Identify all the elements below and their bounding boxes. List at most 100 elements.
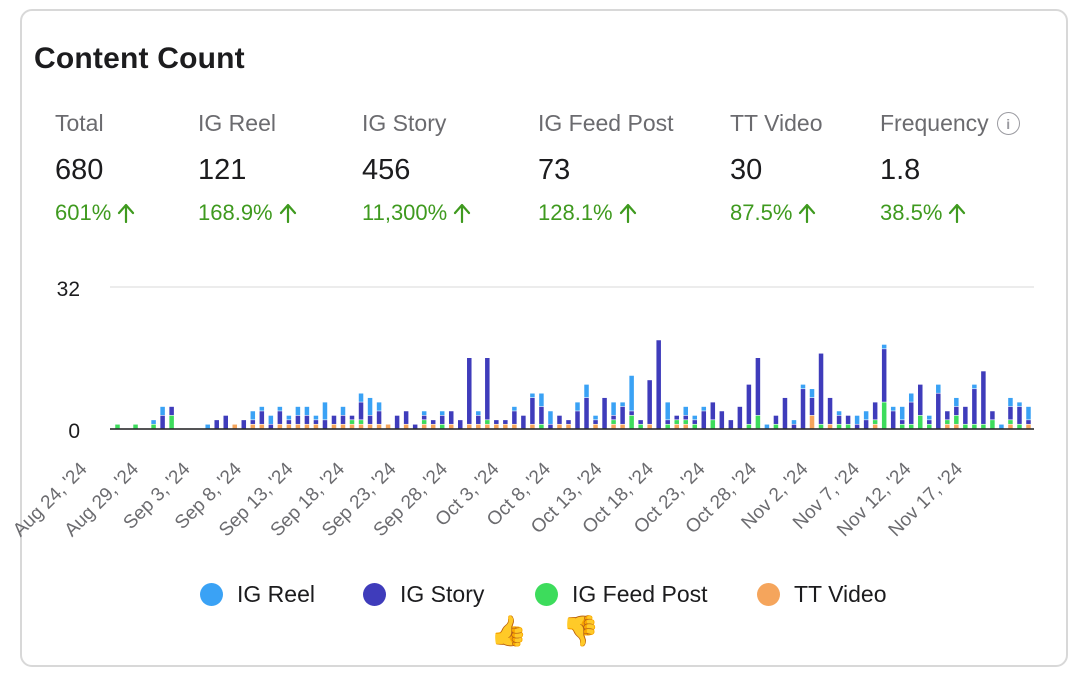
bar-segment-ig-story[interactable]: [791, 424, 797, 429]
bar-segment-ig-story[interactable]: [539, 406, 544, 424]
bar-segment-ig-story[interactable]: [836, 415, 842, 424]
bar-segment-ig-reel[interactable]: [701, 406, 707, 411]
bar-segment-tt-video[interactable]: [809, 415, 815, 429]
bar-segment-ig-feed-post[interactable]: [539, 424, 544, 429]
bar-segment-ig-story[interactable]: [448, 411, 454, 424]
bar-segment-ig-story[interactable]: [710, 402, 716, 420]
bar-segment-ig-reel[interactable]: [954, 397, 959, 407]
bar-segment-ig-feed-post[interactable]: [881, 402, 887, 429]
bar-segment-ig-story[interactable]: [467, 358, 472, 424]
bar-segment-ig-story[interactable]: [277, 411, 283, 424]
bar-segment-ig-story[interactable]: [611, 415, 616, 420]
bar-segment-ig-reel[interactable]: [620, 402, 625, 407]
bar-segment-ig-feed-post[interactable]: [629, 415, 634, 429]
bar-segment-ig-feed-post[interactable]: [710, 420, 716, 429]
bar-segment-ig-feed-post[interactable]: [963, 424, 968, 429]
bar-segment-ig-story[interactable]: [476, 415, 481, 424]
bar-segment-tt-video[interactable]: [376, 424, 382, 429]
legend-item-tt-video[interactable]: TT Video: [757, 581, 886, 608]
bar-segment-ig-story[interactable]: [620, 406, 625, 424]
bar-segment-ig-story[interactable]: [566, 420, 571, 424]
bar-segment-ig-reel[interactable]: [277, 406, 283, 411]
bar-segment-ig-feed-post[interactable]: [485, 420, 490, 424]
bar-segment-ig-feed-post[interactable]: [421, 420, 427, 424]
bar-segment-tt-video[interactable]: [277, 424, 283, 429]
bar-segment-tt-video[interactable]: [945, 424, 950, 429]
bar-segment-ig-reel[interactable]: [629, 375, 634, 411]
legend-item-ig-reel[interactable]: IG Reel: [200, 581, 315, 608]
bar-segment-ig-story[interactable]: [286, 420, 292, 424]
bar-segment-ig-story[interactable]: [647, 380, 652, 424]
bar-segment-tt-video[interactable]: [566, 424, 571, 429]
bar-segment-tt-video[interactable]: [250, 424, 256, 429]
bar-segment-ig-reel[interactable]: [692, 415, 698, 420]
bar-segment-tt-video[interactable]: [476, 424, 481, 429]
bar-segment-ig-feed-post[interactable]: [151, 424, 156, 429]
bar-segment-ig-story[interactable]: [169, 406, 174, 416]
bar-segment-tt-video[interactable]: [530, 424, 535, 429]
bar-segment-ig-story[interactable]: [394, 415, 400, 429]
bar-segment-tt-video[interactable]: [485, 424, 490, 429]
bar-segment-ig-reel[interactable]: [791, 420, 797, 424]
bar-segment-ig-story[interactable]: [584, 397, 589, 429]
bar-segment-ig-reel[interactable]: [936, 384, 941, 393]
bar-segment-ig-reel[interactable]: [999, 424, 1004, 429]
bar-segment-ig-feed-post[interactable]: [674, 420, 679, 424]
bar-segment-ig-reel[interactable]: [972, 384, 977, 389]
bar-segment-tt-video[interactable]: [1008, 424, 1013, 429]
bar-segment-ig-reel[interactable]: [151, 420, 156, 424]
bar-segment-tt-video[interactable]: [494, 424, 499, 429]
bar-segment-ig-story[interactable]: [845, 415, 851, 424]
bar-segment-ig-reel[interactable]: [439, 411, 445, 416]
bar-segment-ig-feed-post[interactable]: [918, 415, 923, 429]
bar-segment-ig-feed-post[interactable]: [990, 420, 995, 429]
bar-segment-ig-story[interactable]: [160, 415, 165, 429]
bar-segment-tt-video[interactable]: [430, 424, 436, 429]
bar-segment-ig-reel[interactable]: [295, 406, 301, 416]
bar-segment-ig-story[interactable]: [412, 424, 418, 429]
bar-segment-ig-reel[interactable]: [1008, 397, 1013, 407]
bar-segment-ig-feed-post[interactable]: [358, 420, 364, 424]
bar-segment-ig-feed-post[interactable]: [845, 424, 851, 429]
bar-segment-ig-feed-post[interactable]: [1008, 420, 1013, 424]
bar-segment-ig-story[interactable]: [809, 397, 815, 416]
bar-segment-ig-story[interactable]: [945, 411, 950, 420]
bar-segment-ig-story[interactable]: [250, 420, 256, 424]
bar-segment-ig-story[interactable]: [800, 389, 806, 429]
bar-segment-ig-reel[interactable]: [304, 406, 310, 416]
bar-segment-ig-feed-post[interactable]: [945, 420, 950, 424]
bar-segment-ig-reel[interactable]: [313, 415, 319, 420]
bar-segment-tt-video[interactable]: [385, 424, 391, 429]
bar-segment-ig-story[interactable]: [701, 411, 707, 429]
bar-segment-ig-reel[interactable]: [927, 415, 932, 420]
bar-segment-ig-story[interactable]: [512, 411, 517, 424]
bar-segment-ig-reel[interactable]: [854, 415, 860, 424]
bar-segment-ig-reel[interactable]: [890, 406, 896, 411]
bar-segment-ig-feed-post[interactable]: [954, 415, 959, 424]
bar-segment-ig-feed-post[interactable]: [665, 424, 670, 429]
bar-segment-ig-feed-post[interactable]: [439, 424, 445, 429]
bar-segment-ig-story[interactable]: [927, 420, 932, 424]
bar-segment-ig-story[interactable]: [728, 420, 734, 429]
bar-segment-ig-reel[interactable]: [764, 424, 770, 429]
bar-segment-ig-reel[interactable]: [286, 415, 292, 420]
bar-segment-ig-feed-post[interactable]: [908, 424, 914, 429]
bar-segment-ig-story[interactable]: [773, 415, 779, 424]
bar-segment-ig-story[interactable]: [656, 340, 661, 429]
bar-segment-ig-reel[interactable]: [421, 411, 427, 416]
bar-segment-tt-video[interactable]: [557, 424, 562, 429]
bar-segment-tt-video[interactable]: [620, 424, 625, 429]
bar-segment-ig-story[interactable]: [349, 415, 355, 420]
bar-segment-tt-video[interactable]: [448, 424, 454, 429]
bar-segment-ig-reel[interactable]: [548, 411, 553, 424]
bar-segment-tt-video[interactable]: [467, 424, 472, 429]
bar-segment-ig-feed-post[interactable]: [927, 424, 932, 429]
bar-segment-ig-story[interactable]: [674, 415, 679, 420]
bar-segment-ig-reel[interactable]: [259, 406, 265, 411]
bar-segment-ig-story[interactable]: [963, 406, 968, 424]
bar-segment-ig-story[interactable]: [421, 415, 427, 420]
bar-segment-ig-story[interactable]: [214, 420, 219, 429]
bar-segment-ig-story[interactable]: [981, 371, 986, 424]
bar-segment-tt-video[interactable]: [503, 424, 508, 429]
bar-segment-ig-story[interactable]: [494, 420, 499, 424]
